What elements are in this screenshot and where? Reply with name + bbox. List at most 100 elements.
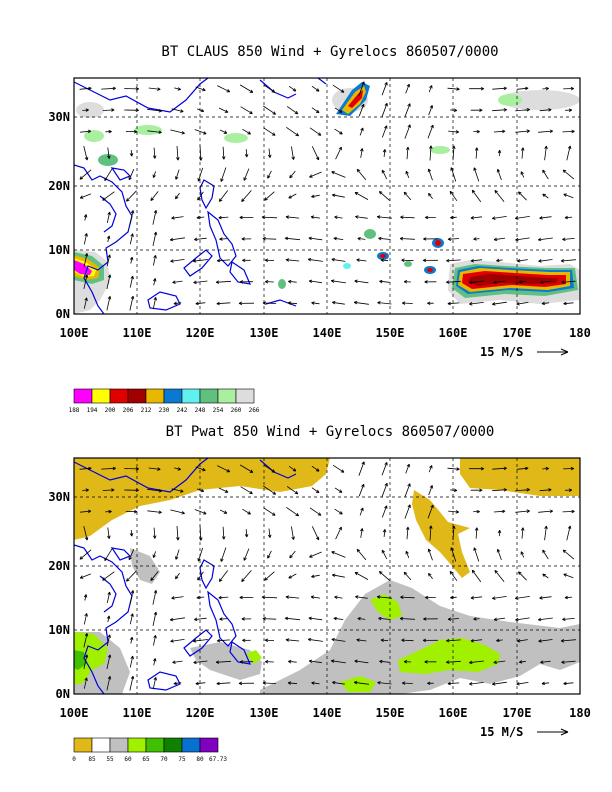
wind-vector-arrow (542, 193, 549, 199)
wind-vector-arrow (446, 258, 461, 263)
wind-vector-arrow (83, 253, 89, 268)
chart-2-colorbar-swatch (199, 737, 219, 753)
wind-vector-arrow (79, 549, 92, 560)
wind-vector-arrow (104, 168, 113, 182)
wind-vector-arrow (239, 660, 254, 664)
wind-vector-arrow (169, 617, 185, 622)
wind-vector-arrow (446, 660, 461, 664)
wind-vector-arrow (239, 464, 254, 473)
wind-vector-arrow (356, 258, 367, 262)
wind-vector-arrow (289, 550, 296, 559)
wind-vector-arrow (331, 638, 346, 642)
wind-vector-arrow (376, 215, 392, 219)
chart-1-xtick: 130E (250, 326, 279, 340)
chart-1-xtick: 140E (313, 326, 342, 340)
chart-1-colorbar-swatch (109, 388, 129, 404)
wind-vector-arrow (518, 660, 526, 664)
chart-panel-2: BT Pwat 850 Wind + Gyrelocs 860507/0000 (48, 424, 591, 763)
wind-vector-arrow (218, 215, 229, 220)
wind-vector-arrow (82, 108, 89, 112)
wind-vector-arrow (240, 486, 253, 495)
wind-vector-arrow (404, 483, 411, 497)
wind-vector-arrow (450, 215, 457, 220)
wind-vector-arrow (447, 87, 460, 91)
wind-vector-arrow (516, 302, 529, 306)
wind-vector-arrow (262, 236, 277, 241)
wind-vector-arrow (562, 509, 575, 514)
chart-2-colorbar-swatch (163, 737, 183, 753)
wind-vector-arrow (516, 682, 529, 686)
wind-vector-arrow (286, 106, 299, 115)
wind-vector-arrow (192, 639, 208, 643)
wind-vector-arrow (493, 617, 506, 622)
wind-vector-arrow (359, 127, 364, 136)
wind-vector-arrow (218, 595, 229, 600)
wind-vector-arrow (562, 237, 575, 241)
wind-vector-arrow (358, 103, 365, 117)
wind-vector-arrow (307, 638, 323, 642)
chart-1-ytick: 30N (48, 110, 70, 124)
chart-panel-1: BT CLAUS 850 Wind + Gyrelocs 860507/0000 (48, 44, 591, 414)
chart-2-colorbar-label: 0 (72, 756, 76, 763)
wind-vector-arrow (105, 129, 112, 134)
wind-vector-arrow (152, 527, 157, 539)
chart-1-colorbar-label: 188 (69, 407, 80, 414)
wind-vector-arrow (565, 488, 573, 492)
wind-vector-arrow (540, 280, 551, 284)
wind-vector-arrow (194, 617, 207, 622)
wind-vector-arrow (173, 681, 182, 686)
wind-vector-arrow (380, 258, 389, 263)
wind-vector-arrow (471, 189, 482, 203)
chart-1-xtick: 170E (503, 326, 532, 340)
wind-vector-arrow (360, 148, 364, 158)
wind-vector-arrow (468, 280, 484, 285)
chart-1-colorbar-label: 254 (213, 407, 224, 414)
wind-vector-arrow (496, 638, 503, 643)
wind-vector-arrow (425, 595, 436, 600)
chart-1-xtick: 180 (569, 326, 591, 340)
wind-vector-arrow (353, 300, 369, 305)
chart-2-xtick: 180 (569, 706, 591, 720)
wind-vector-arrow (309, 551, 322, 558)
wind-vector-arrow (516, 638, 528, 643)
wind-vector-arrow (309, 127, 322, 136)
wind-vector-arrow (285, 258, 300, 262)
wind-vector-arrow (355, 595, 368, 599)
wind-vector-arrow (331, 681, 345, 685)
chart-2-xtick: 160E (439, 706, 468, 720)
wind-vector-arrow (496, 548, 502, 561)
wind-vector-arrow (403, 280, 411, 284)
wind-vector-arrow (450, 595, 457, 600)
wind-vector-arrow (400, 595, 415, 599)
wind-vector-arrow (330, 659, 346, 664)
chart-2-colorbar-label: 60 (124, 756, 132, 763)
wind-vector-arrow (309, 507, 322, 516)
wind-vector-arrow (241, 190, 252, 202)
wind-vector-arrow (152, 231, 158, 246)
wind-vector-arrow (284, 236, 301, 241)
wind-vector-arrow (102, 108, 115, 112)
wind-vector-arrow (446, 638, 461, 643)
wind-vector-arrow (428, 572, 433, 579)
wind-vector-arrow (152, 589, 158, 605)
chart-2-colorbar-label: 65 (142, 756, 150, 763)
wind-vector-arrow (335, 526, 342, 540)
wind-vector-arrow (470, 488, 483, 492)
wind-vector-arrow (288, 465, 297, 472)
wind-vector-arrow (310, 595, 321, 599)
wind-vector-arrow (335, 146, 342, 160)
wind-vector-arrow (263, 464, 276, 473)
chart-2-colorbar-swatch (109, 737, 129, 753)
chart-1-colorbar-swatch (181, 388, 201, 404)
wind-vector-arrow (381, 125, 388, 138)
wind-vector-arrow (218, 107, 229, 113)
chart-2-grid (74, 458, 580, 694)
wind-vector-arrow (311, 85, 320, 92)
wind-vector-arrow (262, 681, 277, 685)
wind-vector-arrow (473, 237, 480, 241)
wind-vector-arrow (491, 301, 507, 306)
wind-vector-arrow (520, 147, 525, 159)
wind-vector-arrow (428, 192, 433, 199)
wind-vector-arrow (153, 255, 157, 266)
wind-vector-arrow (106, 654, 112, 670)
